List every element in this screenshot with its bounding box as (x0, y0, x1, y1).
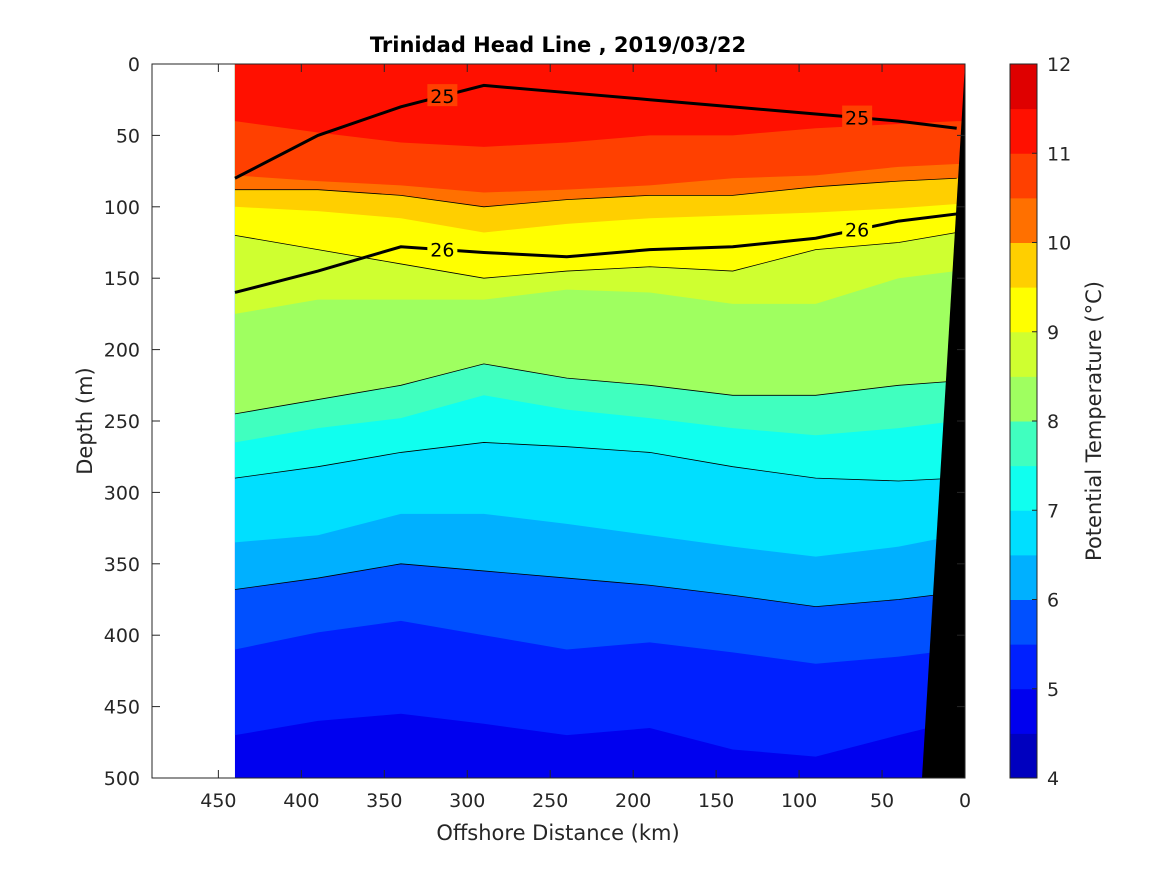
temperature-bands (234, 64, 965, 778)
x-tick-label: 50 (870, 790, 894, 812)
y-axis-label: Depth (m) (73, 367, 97, 474)
x-axis-label: Offshore Distance (km) (436, 821, 679, 845)
colorbar-block (1010, 242, 1037, 288)
density-contour-label: 25 (430, 86, 454, 108)
colorbar-tick-label: 10 (1047, 233, 1071, 255)
y-tick-label: 350 (104, 554, 140, 576)
x-tick-label: 200 (615, 790, 651, 812)
colorbar-block (1010, 108, 1037, 154)
isotherm-line (234, 563, 957, 608)
colorbar-block (1010, 465, 1037, 511)
x-tick-label: 150 (698, 790, 734, 812)
plot-area: 25 25 26 26 (151, 63, 966, 779)
y-tick-label: 50 (116, 125, 140, 147)
colorbar-block (1010, 421, 1037, 467)
y-tick-label: 500 (104, 768, 140, 790)
x-tick-label: 400 (283, 790, 319, 812)
colorbar-tick-label: 7 (1047, 500, 1059, 522)
y-tick-label: 300 (104, 482, 140, 504)
y-tick-label: 200 (104, 340, 140, 362)
density-contour-label: 26 (430, 240, 454, 262)
colorbar-block (1010, 197, 1037, 243)
y-tick-label: 0 (128, 54, 140, 76)
colorbar-block (1010, 733, 1037, 779)
colorbar-tick-label: 9 (1047, 322, 1059, 344)
density-contour-label: 25 (845, 108, 869, 130)
colorbar-tick-label: 5 (1047, 679, 1059, 701)
colorbar-tick-label: 4 (1047, 768, 1059, 790)
colorbar-tick-label: 8 (1047, 411, 1059, 433)
isotherm-lines (234, 177, 957, 608)
x-tick-label: 300 (449, 790, 485, 812)
y-tick-label: 250 (104, 411, 140, 433)
density-label-bg (427, 84, 458, 107)
isotherm-line (234, 232, 957, 279)
x-tick-label: 250 (532, 790, 568, 812)
x-tick-label: 0 (959, 790, 971, 812)
y-tick-label: 450 (104, 697, 140, 719)
x-tick-label: 100 (781, 790, 817, 812)
colorbar-block (1010, 287, 1037, 333)
density-contours: 25 25 26 26 (234, 83, 957, 294)
band-11 (234, 64, 965, 147)
colorbar-blocks (1010, 64, 1037, 779)
isotherm-line (234, 442, 957, 482)
y-tick-label: 150 (104, 268, 140, 290)
colorbar-label: Potential Temperature (°C) (1082, 281, 1106, 561)
y-tick-label: 100 (104, 197, 140, 219)
chart-title: Trinidad Head Line , 2019/03/22 (370, 33, 746, 57)
colorbar-ticks: 4 5 6 7 8 9 10 11 12 (1032, 54, 1071, 790)
colorbar-tick-label: 12 (1047, 54, 1071, 76)
colorbar-block (1010, 376, 1037, 422)
colorbar-tick-label: 6 (1047, 590, 1059, 612)
density-contour-label: 26 (845, 220, 869, 242)
colorbar-block (1010, 153, 1037, 199)
x-tick-label: 350 (366, 790, 402, 812)
isotherm-line (234, 177, 957, 208)
colorbar-block (1010, 510, 1037, 556)
isotherm-line (234, 363, 957, 415)
colorbar-block (1010, 331, 1037, 377)
density-label-bg (427, 237, 458, 260)
y-axis: 0 50 100 150 200 250 300 350 400 450 500 (104, 54, 965, 790)
colorbar-tick-label: 11 (1047, 143, 1071, 165)
colorbar-block (1010, 554, 1037, 600)
colorbar-block (1010, 688, 1037, 734)
colorbar: 4 5 6 7 8 9 10 11 12 Potential Temperature (°C) (1009, 54, 1106, 790)
density-label-bg (842, 217, 873, 240)
density-label-bg (842, 105, 873, 128)
colorbar-block (1010, 644, 1037, 690)
colorbar-block (1010, 64, 1037, 110)
y-tick-label: 400 (104, 625, 140, 647)
x-tick-label: 450 (200, 790, 236, 812)
x-axis: 450 400 350 300 250 200 150 100 50 0 (200, 64, 971, 812)
colorbar-block (1010, 599, 1037, 645)
shelf-bathymetry (922, 64, 965, 778)
